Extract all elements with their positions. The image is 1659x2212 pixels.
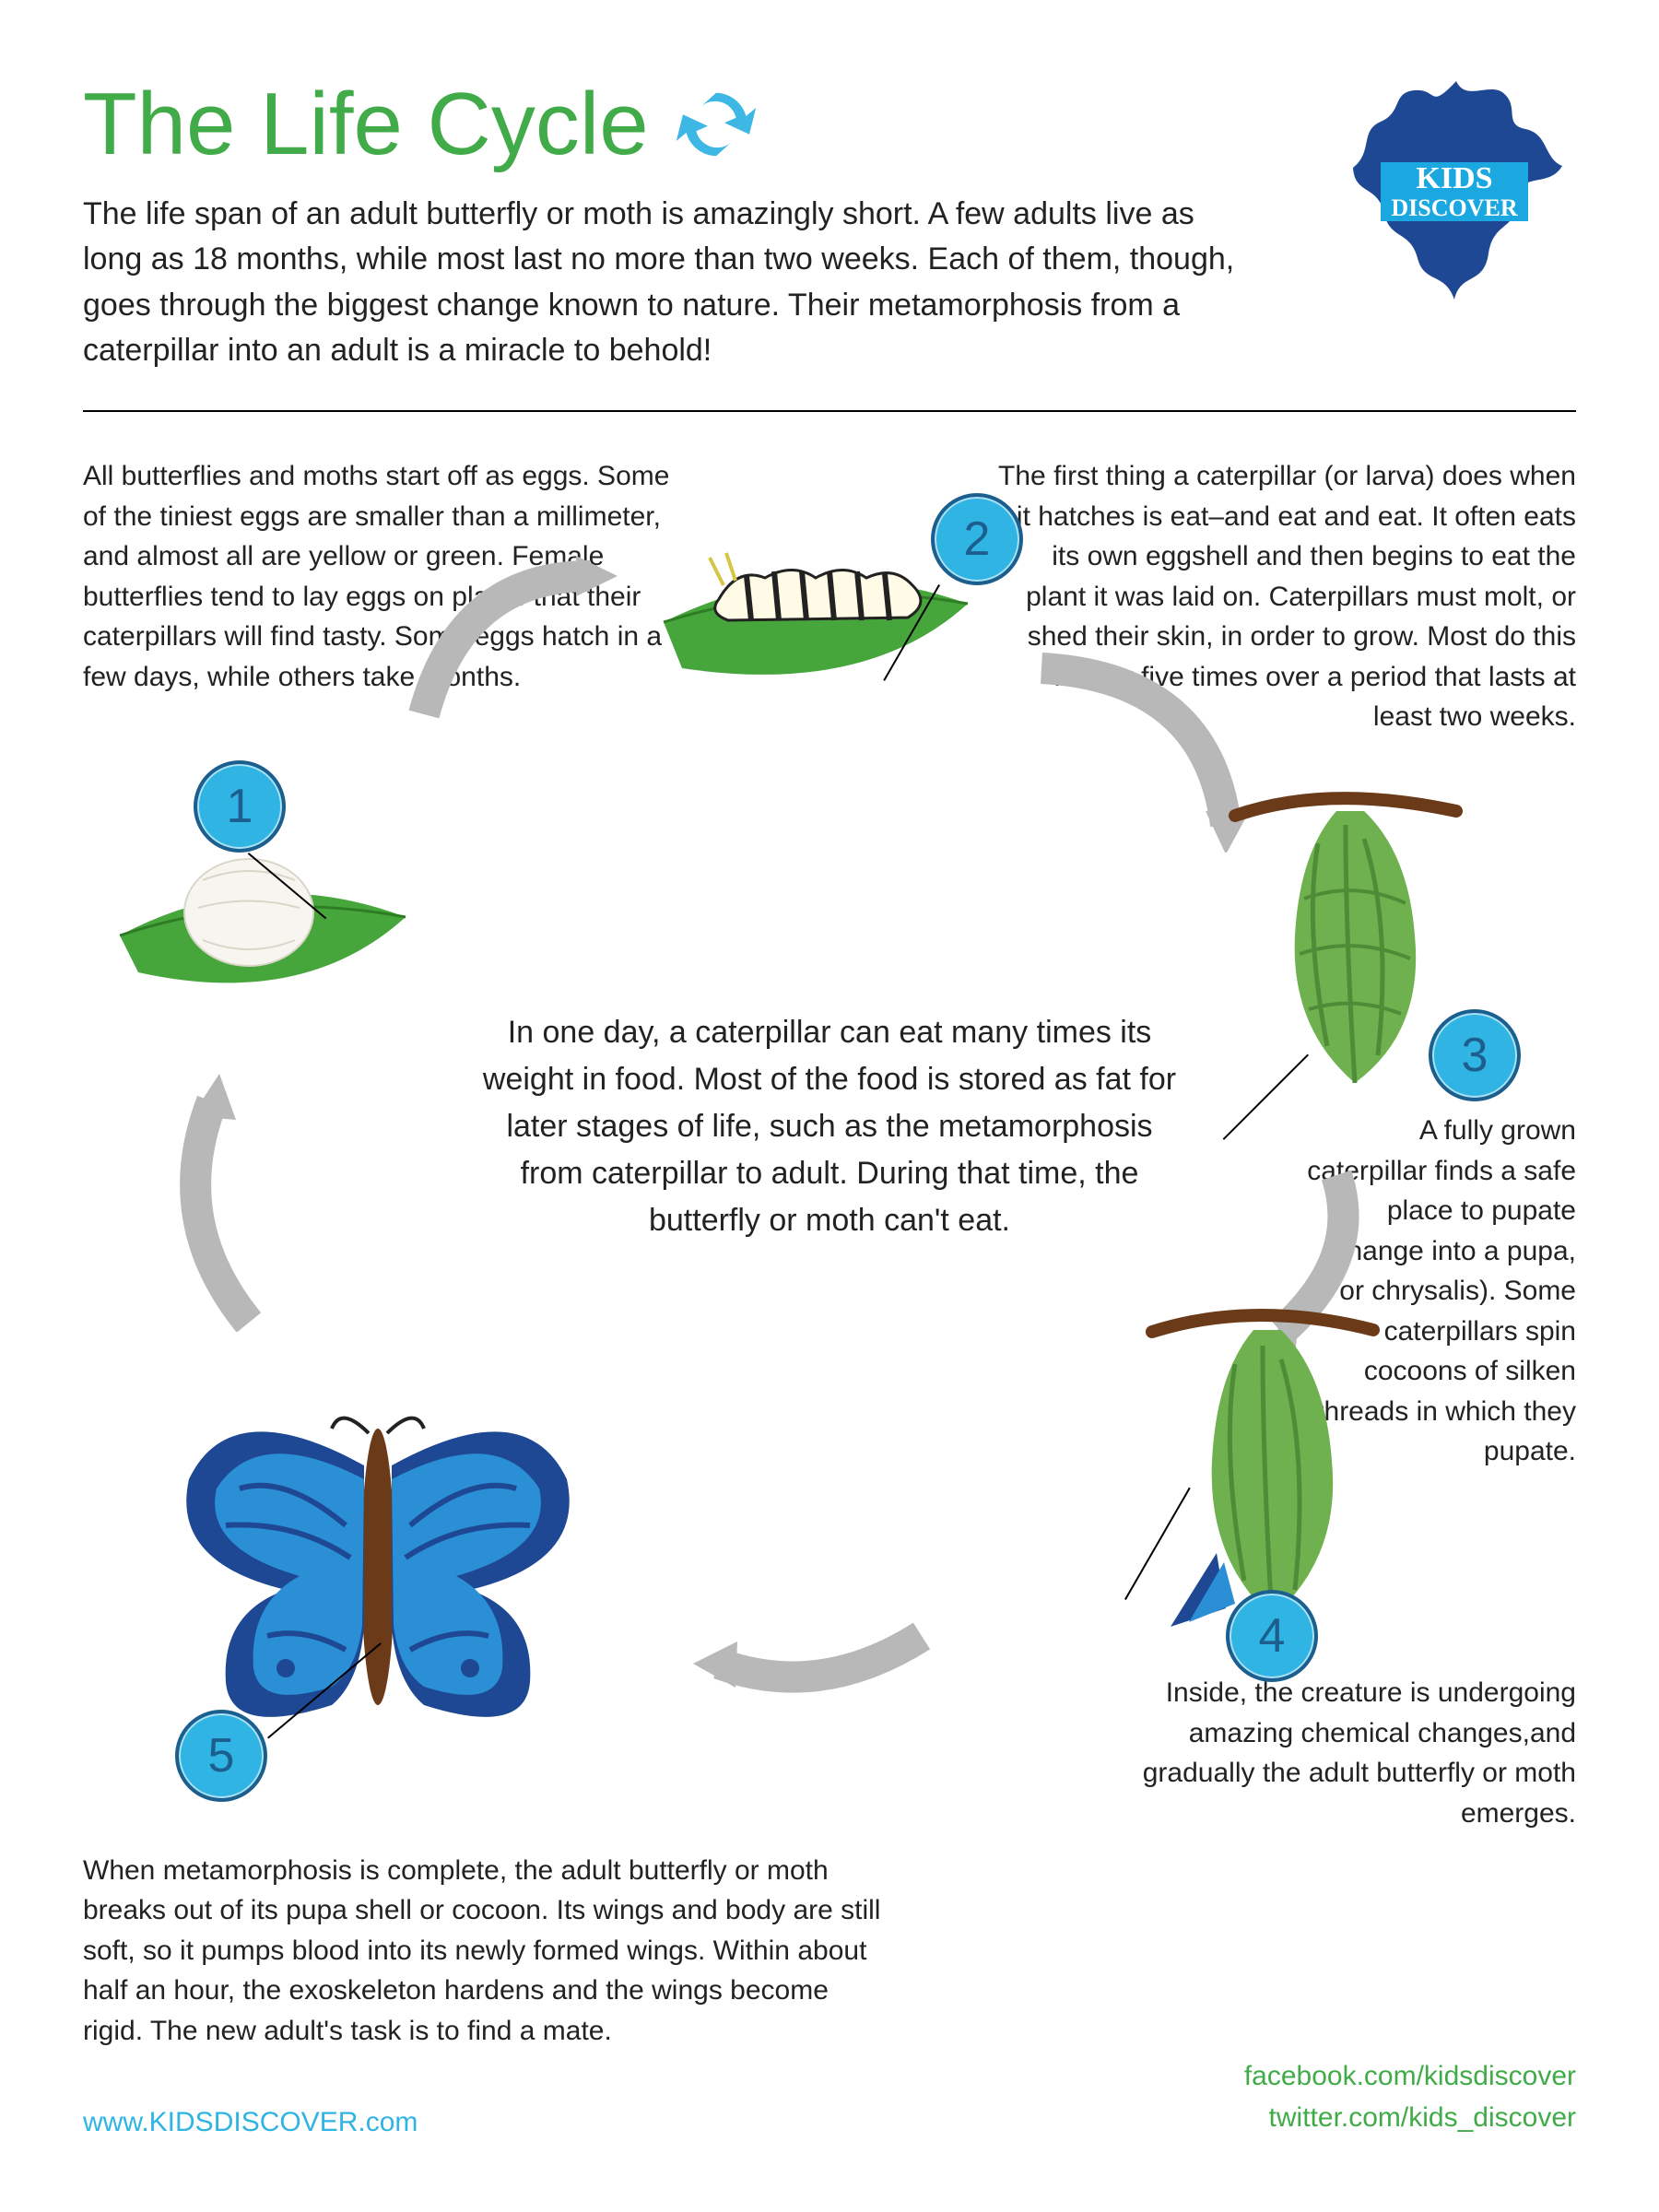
arrow-4to5 [691, 1599, 931, 1719]
divider [83, 410, 1576, 412]
footer-twitter[interactable]: twitter.com/kids_discover [1244, 2097, 1576, 2138]
page-title: The Life Cycle [83, 74, 1290, 175]
footer-site[interactable]: www.KIDSDISCOVER.com [83, 2107, 418, 2138]
stage-badge-1: 1 [194, 760, 286, 853]
life-cycle-diagram: All butterflies and moths start off as e… [83, 456, 1576, 2051]
arrow-5to1 [147, 1074, 295, 1332]
footer: www.KIDSDISCOVER.com facebook.com/kidsdi… [83, 2055, 1576, 2138]
stage-badge-2: 2 [931, 493, 1023, 585]
center-text: In one day, a caterpillar can eat many t… [479, 1009, 1180, 1244]
footer-social: facebook.com/kidsdiscover twitter.com/ki… [1244, 2055, 1576, 2138]
title-text: The Life Cycle [83, 74, 649, 175]
stage-4-text: Inside, the creature is undergoing amazi… [1078, 1673, 1576, 1833]
footer-facebook[interactable]: facebook.com/kidsdiscover [1244, 2055, 1576, 2097]
header: The Life Cycle The life span of an adult… [83, 74, 1576, 373]
stage-badge-5: 5 [175, 1710, 267, 1802]
kids-discover-logo: KIDS DISCOVER [1336, 74, 1576, 313]
emerging-butterfly-icon [1124, 1304, 1401, 1636]
cycle-icon [675, 83, 758, 166]
stage-5-text: When metamorphosis is complete, the adul… [83, 1851, 894, 2052]
svg-text:DISCOVER: DISCOVER [1391, 194, 1517, 221]
header-left: The Life Cycle The life span of an adult… [83, 74, 1290, 373]
stage-badge-3: 3 [1429, 1009, 1521, 1101]
stage-badge-4: 4 [1226, 1590, 1318, 1682]
arrow-1to2 [406, 548, 618, 733]
intro-text: The life span of an adult butterfly or m… [83, 192, 1235, 373]
butterfly-icon [175, 1396, 581, 1747]
svg-text:KIDS: KIDS [1416, 161, 1492, 195]
